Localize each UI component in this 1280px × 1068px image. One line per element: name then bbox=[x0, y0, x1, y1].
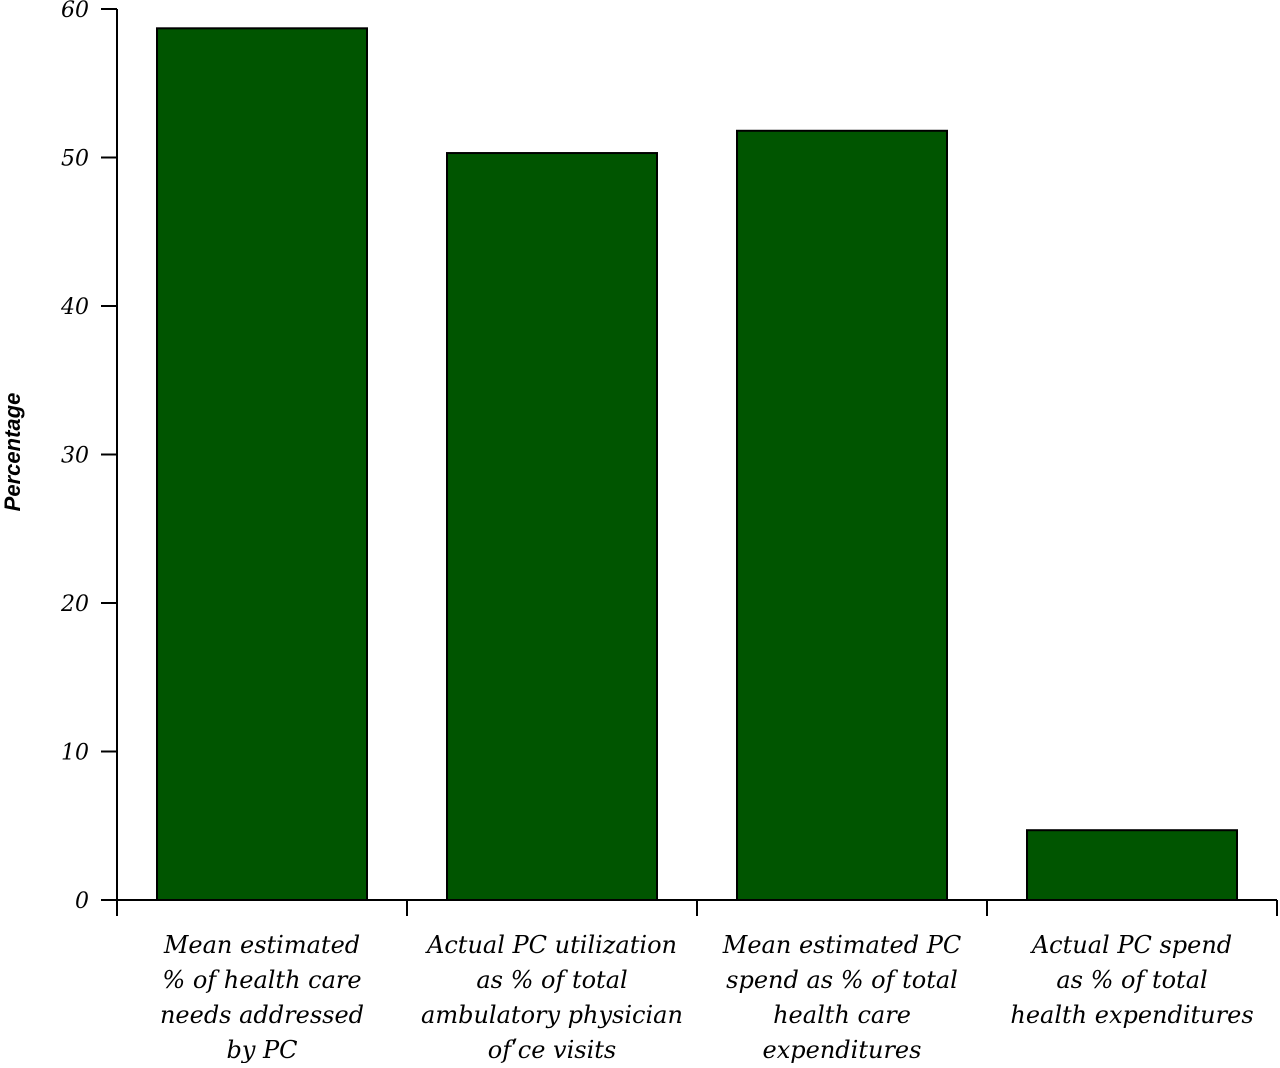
category-label-line: by PC bbox=[226, 1036, 297, 1063]
y-tick-label: 60 bbox=[61, 0, 89, 23]
category-label-line: ambulatory physician bbox=[421, 1001, 683, 1029]
category-label-line: needs addressed bbox=[160, 1001, 364, 1029]
category-label-line: ofʹce visits bbox=[488, 1036, 616, 1063]
category-label-line: expenditures bbox=[763, 1036, 922, 1063]
category-label-line: % of health care bbox=[162, 966, 361, 994]
y-tick-label: 20 bbox=[60, 592, 89, 617]
category-label-line: Mean estimated bbox=[163, 931, 360, 959]
bar bbox=[446, 152, 658, 902]
category-label-line: health care bbox=[773, 1001, 911, 1029]
y-tick-label: 40 bbox=[60, 295, 89, 320]
category-label-line: as % of total bbox=[1056, 966, 1207, 994]
y-tick-label: 50 bbox=[61, 147, 89, 172]
bar bbox=[1026, 829, 1238, 902]
y-axis-title: Percentage bbox=[0, 393, 25, 512]
bar bbox=[736, 129, 948, 901]
category-label-line: Actual PC spend bbox=[1030, 931, 1232, 959]
y-tick-label: 10 bbox=[61, 741, 89, 766]
category-label-line: Mean estimated PC bbox=[722, 931, 961, 959]
y-tick-label: 30 bbox=[61, 444, 89, 469]
category-label-line: as % of total bbox=[476, 966, 627, 994]
bar bbox=[156, 27, 368, 902]
bars bbox=[156, 27, 1238, 902]
y-tick-label: 0 bbox=[75, 889, 89, 914]
category-label-line: Actual PC utilization bbox=[425, 931, 677, 959]
y-axis: 0 10 20 30 40 50 60 bbox=[60, 0, 118, 916]
category-label-line: health expenditures bbox=[1010, 1001, 1253, 1029]
category-labels: Mean estimated % of health care needs addr… bbox=[160, 931, 1254, 1064]
category-label-line: spend as % of total bbox=[726, 966, 958, 994]
x-axis bbox=[116, 899, 1278, 916]
